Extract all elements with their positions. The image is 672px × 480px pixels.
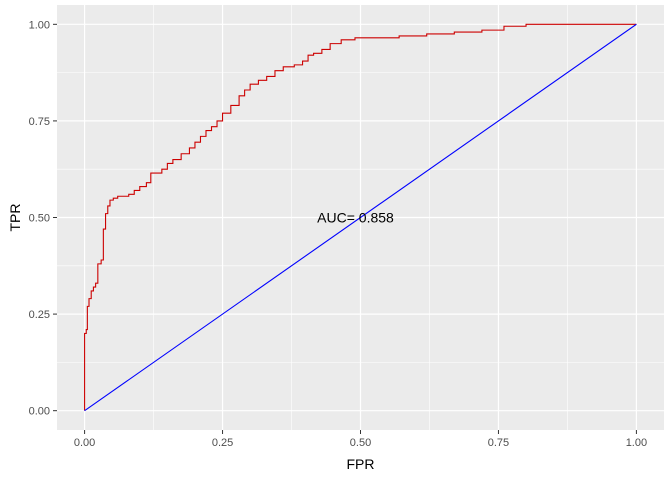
- y-tick-label: 0.25: [29, 309, 50, 321]
- y-tick-label: 0.75: [29, 116, 50, 128]
- x-tick-label: 0.00: [74, 437, 95, 449]
- y-tick-label: 1.00: [29, 19, 50, 31]
- y-tick-label: 0.00: [29, 406, 50, 418]
- axis-ticks: [53, 23, 637, 434]
- y-axis-title: TPR: [7, 204, 23, 232]
- roc-curve-line: [84, 23, 637, 411]
- x-axis-title: FPR: [347, 456, 375, 472]
- series-layer: [84, 23, 637, 412]
- x-tick-label: 1.00: [626, 437, 647, 449]
- diagonal-reference-line: [84, 23, 637, 412]
- y-tick-label: 0.50: [29, 213, 50, 225]
- x-tick-labels: 0.00 0.25 0.50 0.75 1.00: [74, 437, 647, 449]
- y-tick-labels: 0.00 0.25 0.50 0.75 1.00: [29, 19, 50, 417]
- x-tick-label: 0.75: [488, 437, 509, 449]
- auc-annotation: AUC= 0.858: [317, 210, 394, 226]
- x-tick-label: 0.50: [350, 437, 371, 449]
- x-tick-label: 0.25: [212, 437, 233, 449]
